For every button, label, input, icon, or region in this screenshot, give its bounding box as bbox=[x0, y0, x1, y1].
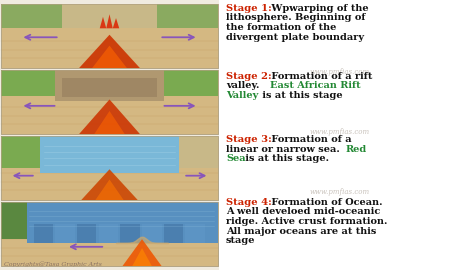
Bar bbox=[27, 202, 218, 243]
Polygon shape bbox=[113, 18, 119, 28]
Bar bbox=[1, 4, 218, 28]
Polygon shape bbox=[94, 111, 125, 134]
Bar bbox=[120, 224, 140, 243]
Polygon shape bbox=[79, 35, 140, 68]
Text: Copyrights@Tasa Graphic Arts: Copyrights@Tasa Graphic Arts bbox=[4, 261, 102, 267]
Text: is at this stage.: is at this stage. bbox=[242, 154, 329, 163]
Text: East African Rift: East African Rift bbox=[270, 82, 360, 90]
Bar bbox=[153, 70, 218, 96]
Bar bbox=[77, 224, 96, 243]
Bar bbox=[1, 136, 218, 200]
Text: linear or narrow sea.: linear or narrow sea. bbox=[226, 144, 343, 154]
Bar bbox=[1, 70, 218, 134]
Text: Stage 2:: Stage 2: bbox=[226, 72, 272, 81]
Text: Formation of a rift: Formation of a rift bbox=[268, 72, 373, 81]
Bar bbox=[1, 136, 40, 168]
Bar bbox=[40, 136, 179, 173]
Bar bbox=[1, 4, 218, 68]
Text: Sea: Sea bbox=[226, 154, 245, 163]
Bar bbox=[62, 78, 157, 97]
Polygon shape bbox=[79, 99, 140, 134]
Text: All major oceans are at this: All major oceans are at this bbox=[226, 227, 377, 235]
Polygon shape bbox=[92, 46, 127, 68]
Text: www.pmfias.com: www.pmfias.com bbox=[310, 188, 370, 196]
Text: the formation of the: the formation of the bbox=[226, 23, 336, 32]
Text: www.pmfias.com: www.pmfias.com bbox=[310, 128, 370, 136]
Bar bbox=[1, 70, 218, 134]
Bar bbox=[142, 224, 162, 243]
Text: valley.: valley. bbox=[226, 82, 263, 90]
Text: Formation of Ocean.: Formation of Ocean. bbox=[268, 198, 383, 207]
Text: divergent plate boundary: divergent plate boundary bbox=[226, 32, 364, 42]
Bar bbox=[179, 136, 218, 168]
Bar bbox=[34, 224, 53, 243]
Bar bbox=[1, 202, 218, 266]
Text: is at this stage: is at this stage bbox=[259, 91, 342, 100]
Bar bbox=[1, 136, 218, 200]
Bar bbox=[55, 224, 75, 243]
Bar bbox=[185, 224, 205, 243]
Text: stage: stage bbox=[226, 236, 255, 245]
Text: lithosphere. Beginning of: lithosphere. Beginning of bbox=[226, 14, 366, 22]
Bar bbox=[1, 4, 218, 68]
Text: Stage 1:: Stage 1: bbox=[226, 4, 272, 13]
Text: Stage 4:: Stage 4: bbox=[226, 198, 272, 207]
Text: A well develoed mid-oceanic: A well develoed mid-oceanic bbox=[226, 208, 380, 217]
Polygon shape bbox=[106, 14, 113, 28]
Text: Valley: Valley bbox=[226, 91, 258, 100]
Bar bbox=[219, 0, 473, 270]
Bar bbox=[1, 202, 27, 239]
Bar bbox=[1, 202, 218, 266]
Bar bbox=[62, 4, 157, 28]
Polygon shape bbox=[100, 17, 106, 28]
Text: Stage 3:: Stage 3: bbox=[226, 135, 272, 144]
Bar bbox=[55, 70, 164, 101]
Bar bbox=[164, 224, 183, 243]
Polygon shape bbox=[96, 180, 123, 200]
Bar bbox=[99, 224, 118, 243]
Bar bbox=[1, 70, 66, 96]
Polygon shape bbox=[81, 169, 138, 200]
Text: Wpwarping of the: Wpwarping of the bbox=[268, 4, 369, 13]
Text: Red: Red bbox=[346, 144, 367, 154]
Polygon shape bbox=[123, 239, 162, 266]
Text: ridge. Active crust formation.: ridge. Active crust formation. bbox=[226, 217, 387, 226]
Polygon shape bbox=[132, 248, 152, 266]
Text: www.pmfias.com: www.pmfias.com bbox=[310, 68, 370, 76]
Text: Formation of a: Formation of a bbox=[268, 135, 352, 144]
